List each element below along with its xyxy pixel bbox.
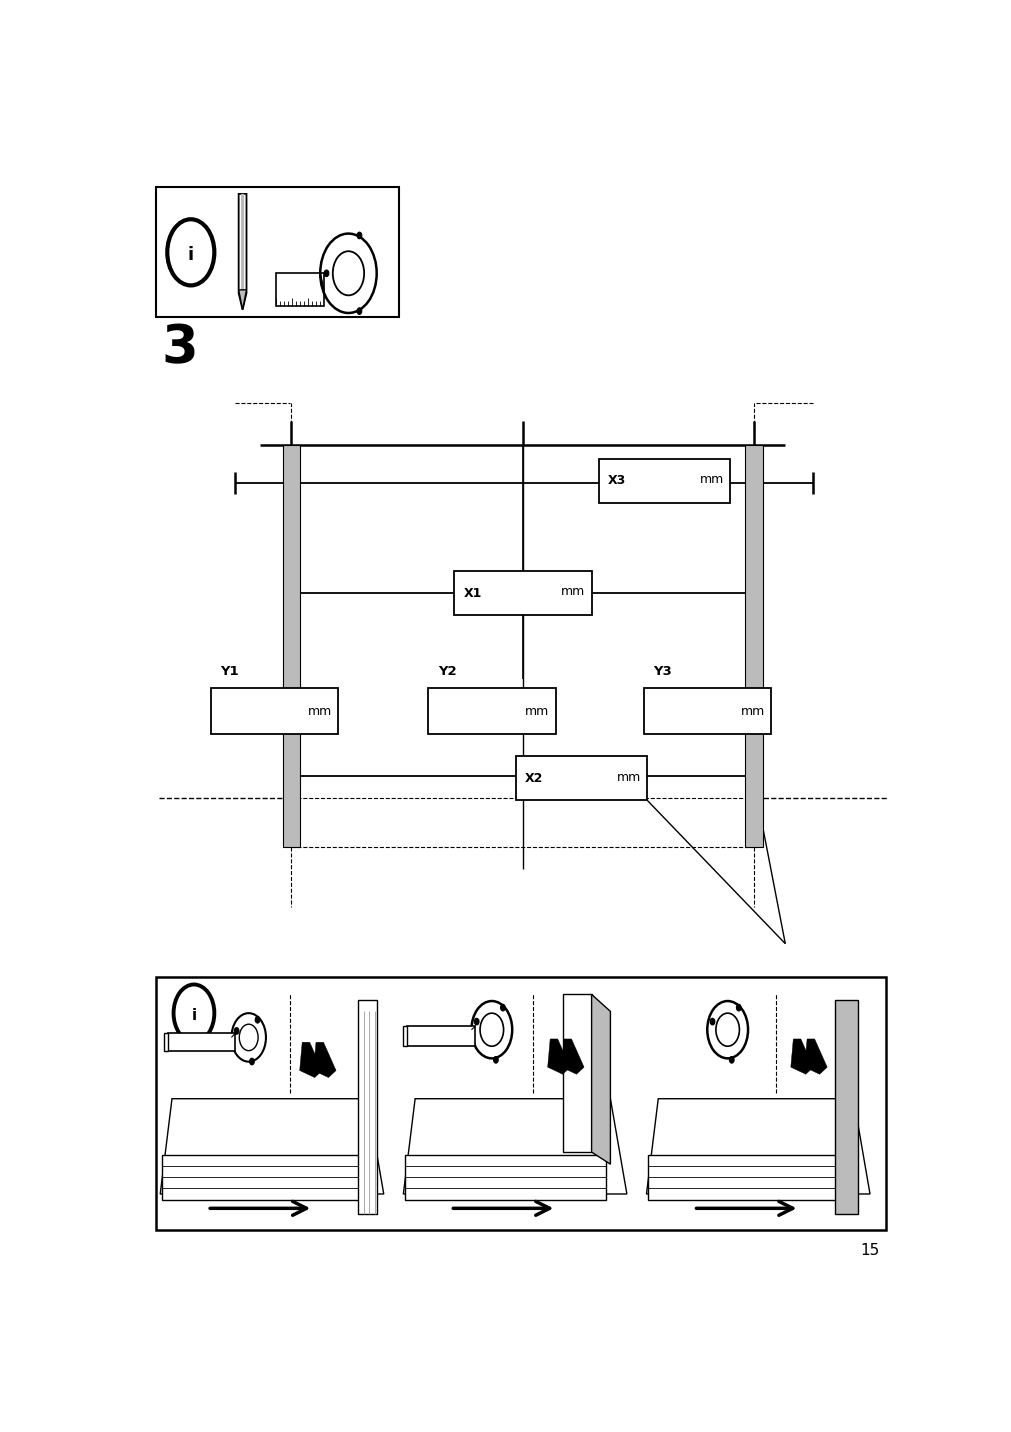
Bar xyxy=(168,1032,236,1051)
Text: mm: mm xyxy=(700,473,724,485)
Polygon shape xyxy=(563,994,591,1153)
Bar xyxy=(406,1027,475,1047)
Text: 3: 3 xyxy=(162,322,198,374)
Polygon shape xyxy=(403,1098,626,1194)
Polygon shape xyxy=(313,1042,336,1077)
Bar xyxy=(404,1156,606,1200)
Text: mm: mm xyxy=(616,770,640,783)
Circle shape xyxy=(234,1028,239,1034)
Polygon shape xyxy=(241,193,244,309)
Polygon shape xyxy=(790,1040,813,1074)
Circle shape xyxy=(500,1004,504,1011)
Circle shape xyxy=(729,1057,733,1063)
Circle shape xyxy=(250,1058,254,1065)
Text: mm: mm xyxy=(740,705,764,717)
Bar xyxy=(156,977,885,1230)
Circle shape xyxy=(357,232,362,239)
Text: X3: X3 xyxy=(608,474,626,487)
Bar xyxy=(644,687,770,735)
Polygon shape xyxy=(403,1027,406,1047)
Bar xyxy=(358,1001,376,1214)
Polygon shape xyxy=(646,1098,869,1194)
Circle shape xyxy=(493,1057,497,1063)
Bar xyxy=(834,1001,857,1214)
Bar xyxy=(282,445,299,846)
Circle shape xyxy=(710,1018,714,1025)
Text: Y1: Y1 xyxy=(220,664,239,677)
Polygon shape xyxy=(160,1098,383,1194)
Text: i: i xyxy=(191,1008,196,1022)
Bar xyxy=(428,687,555,735)
Bar xyxy=(162,1156,363,1200)
Polygon shape xyxy=(804,1040,826,1074)
Circle shape xyxy=(736,1004,740,1011)
Polygon shape xyxy=(239,193,247,309)
Bar xyxy=(454,571,591,616)
Polygon shape xyxy=(547,1040,569,1074)
Polygon shape xyxy=(561,1040,583,1074)
Bar xyxy=(275,274,324,306)
Bar xyxy=(744,445,762,846)
Bar xyxy=(515,756,647,800)
Text: mm: mm xyxy=(307,705,332,717)
Polygon shape xyxy=(299,1042,321,1077)
Text: 15: 15 xyxy=(859,1243,879,1257)
Text: X2: X2 xyxy=(525,772,543,785)
Circle shape xyxy=(474,1018,478,1025)
Text: mm: mm xyxy=(525,705,549,717)
Polygon shape xyxy=(164,1032,168,1051)
Text: i: i xyxy=(188,245,194,263)
Text: mm: mm xyxy=(560,586,584,599)
Bar xyxy=(156,188,399,318)
Text: X1: X1 xyxy=(463,587,481,600)
Bar xyxy=(211,687,338,735)
Circle shape xyxy=(324,271,329,276)
Bar xyxy=(599,458,730,503)
Text: Y3: Y3 xyxy=(653,664,671,677)
Polygon shape xyxy=(239,289,247,309)
Polygon shape xyxy=(591,994,610,1164)
Circle shape xyxy=(357,308,362,315)
Text: Y2: Y2 xyxy=(438,664,456,677)
Bar xyxy=(647,1156,849,1200)
Circle shape xyxy=(255,1017,260,1022)
